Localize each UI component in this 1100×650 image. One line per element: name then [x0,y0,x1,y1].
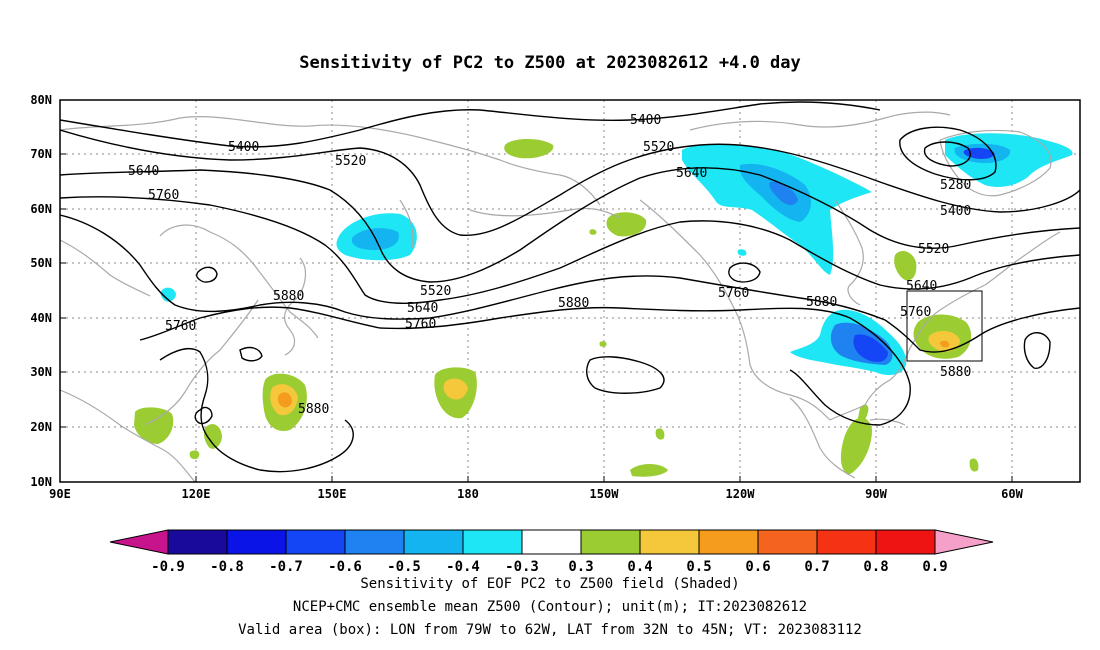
lon-label: 150E [318,487,347,501]
contour-label: 5520 [420,284,451,299]
z500-contours [60,101,1080,473]
colorbar-label: 0.5 [686,559,711,575]
contour-label: 5640 [128,164,159,179]
lat-label: 50N [30,256,52,270]
colorbar-swatch [285,529,346,555]
contour-label: 5400 [228,140,259,155]
colorbar-label: -0.6 [328,559,362,575]
map-border [59,99,1081,483]
contour-label: 5520 [918,242,949,257]
contour-labels: 5400 5400 5520 5520 5640 5640 5760 5760 … [128,113,971,417]
contour-label: 5760 [148,188,179,203]
contour-label: 5640 [906,279,937,294]
contour-label: 5880 [940,365,971,380]
contour-label: 5880 [298,402,329,417]
grid-lines [60,100,1080,482]
lon-label: 120E [182,487,211,501]
contour-label: 5880 [558,296,589,311]
shaded-sensitivity [134,133,1073,477]
lon-label: 90W [865,487,887,501]
colorbar-swatch [344,529,405,555]
lat-label: 40N [30,311,52,325]
longitude-labels: 90E 120E 150E 180 150W 120W 90W 60W [49,487,1023,501]
colorbar-swatch [462,529,523,555]
contour-label: 5280 [940,178,971,193]
colorbar-swatch [580,529,641,555]
shade-green-arctic [504,138,554,159]
lat-label: 80N [30,93,52,107]
colorbar-label: -0.3 [505,559,539,575]
contour-label: 5520 [335,154,366,169]
caption-line-1: Sensitivity of EOF PC2 to Z500 field (Sh… [360,576,739,592]
contour-label: 5760 [718,286,749,301]
colorbar-swatch [816,529,877,555]
lat-label: 30N [30,365,52,379]
colorbar-label: 0.6 [745,559,770,575]
colorbar-swatch [639,529,700,555]
colorbar-swatch [757,529,818,555]
caption-line-3: Valid area (box): LON from 79W to 62W, L… [238,622,862,638]
colorbar: -0.9 -0.8 -0.7 -0.6 -0.5 -0.4 -0.3 0.3 0.4 0.5 0.6… [109,529,994,575]
lat-label: 60N [30,202,52,216]
colorbar-label: -0.8 [210,559,244,575]
colorbar-label: -0.5 [387,559,421,575]
lon-label: 90E [49,487,71,501]
colorbar-label: 0.7 [804,559,829,575]
colorbar-label: -0.4 [446,559,480,575]
lon-label: 120W [726,487,756,501]
contour-label: 5760 [165,319,196,334]
contour-label: 5400 [630,113,661,128]
lon-label: 180 [457,487,479,501]
colorbar-swatch [521,529,582,555]
colorbar-label: 0.3 [568,559,593,575]
lat-label: 10N [30,475,52,489]
colorbar-label: 0.9 [922,559,947,575]
contour-label: 5880 [273,289,304,304]
figure-title: Sensitivity of PC2 to Z500 at 2023082612… [299,53,801,73]
colorbar-label: 0.4 [627,559,652,575]
colorbar-label: -0.7 [269,559,303,575]
colorbar-swatch [167,529,228,555]
contour-label: 5400 [940,204,971,219]
colorbar-swatch [226,529,287,555]
colorbar-swatch [403,529,464,555]
contour-label: 5640 [407,301,438,316]
coastlines [60,111,1061,482]
lat-label: 70N [30,147,52,161]
colorbar-arrow-left [109,529,169,555]
valid-area-box [906,290,983,362]
colorbar-swatch [875,529,936,555]
contour-label: 5520 [643,140,674,155]
colorbar-label: 0.8 [863,559,888,575]
colorbar-swatch [698,529,759,555]
contour-label: 5760 [405,317,436,332]
lon-label: 60W [1001,487,1023,501]
contour-label: 5880 [806,295,837,310]
latitude-labels: 80N 70N 60N 50N 40N 30N 20N 10N [30,93,52,489]
caption-line-2: NCEP+CMC ensemble mean Z500 (Contour); u… [293,599,807,615]
lat-label: 20N [30,420,52,434]
contour-label: 5760 [900,305,931,320]
axis-ticks [60,99,1013,483]
lon-label: 150W [590,487,620,501]
contour-label: 5640 [676,166,707,181]
colorbar-arrow-right [934,529,994,555]
colorbar-label: -0.9 [151,559,185,575]
